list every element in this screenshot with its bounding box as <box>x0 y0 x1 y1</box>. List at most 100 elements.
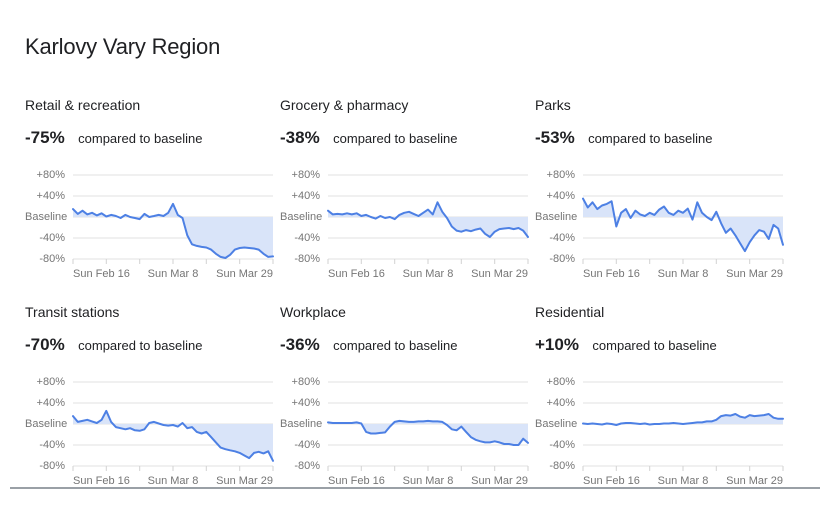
area-line-chart <box>72 381 274 471</box>
headline-caption: compared to baseline <box>78 131 203 146</box>
x-tick-label: Sun Feb 16 <box>328 475 385 487</box>
headline-caption: compared to baseline <box>333 131 458 146</box>
y-axis-labels: +80% +40% Baseline -40% -80% <box>280 169 322 265</box>
headline: +10% compared to baseline <box>535 335 783 356</box>
area-line-chart <box>582 174 784 264</box>
y-tick-label: +40% <box>36 190 65 202</box>
headline: -75% compared to baseline <box>25 128 273 149</box>
area-line-chart <box>327 174 529 264</box>
y-tick-label: +80% <box>291 376 320 388</box>
chart-card-parks: Parks -53% compared to baseline +80% +40… <box>535 96 784 281</box>
y-tick-label: +80% <box>546 376 575 388</box>
y-axis-labels: +80% +40% Baseline -40% -80% <box>535 169 577 265</box>
plot-area <box>72 169 274 265</box>
y-tick-label: +40% <box>291 190 320 202</box>
y-tick-label: -40% <box>549 232 575 244</box>
y-tick-label: Baseline <box>280 418 323 430</box>
y-tick-label: Baseline <box>535 418 578 430</box>
mobility-chart: +80% +40% Baseline -40% -80% Sun Feb 16 … <box>535 169 784 281</box>
headline: -36% compared to baseline <box>280 335 528 356</box>
report-page: Karlovy Vary Region Retail & recreation … <box>25 34 804 488</box>
x-tick-label: Sun Mar 29 <box>726 475 783 487</box>
category-title: Transit stations <box>25 304 120 320</box>
y-tick-label: +40% <box>36 397 65 409</box>
headline-caption: compared to baseline <box>588 131 713 146</box>
y-tick-label: Baseline <box>25 211 68 223</box>
x-axis-labels: Sun Feb 16 Sun Mar 8 Sun Mar 29 <box>328 475 528 488</box>
x-tick-label: Sun Feb 16 <box>73 475 130 487</box>
y-tick-label: +80% <box>291 169 320 181</box>
headline-caption: compared to baseline <box>333 338 458 353</box>
y-tick-label: Baseline <box>535 211 578 223</box>
x-tick-label: Sun Mar 8 <box>147 475 199 487</box>
mobility-chart: +80% +40% Baseline -40% -80% Sun Feb 16 … <box>25 169 274 281</box>
charts-grid: Retail & recreation -75% compared to bas… <box>25 96 804 488</box>
mobility-chart: +80% +40% Baseline -40% -80% Sun Feb 16 … <box>280 169 529 281</box>
chart-card-residential: Residential +10% compared to baseline +8… <box>535 303 784 488</box>
headline: -70% compared to baseline <box>25 335 273 356</box>
chart-card-grocery-pharmacy: Grocery & pharmacy -38% compared to base… <box>280 96 529 281</box>
y-tick-label: +80% <box>546 169 575 181</box>
x-tick-label: Sun Feb 16 <box>583 475 640 487</box>
area-line-chart <box>72 174 274 264</box>
x-axis-labels: Sun Feb 16 Sun Mar 8 Sun Mar 29 <box>73 268 273 281</box>
category-title: Parks <box>535 97 571 113</box>
x-tick-label: Sun Mar 8 <box>402 475 454 487</box>
y-axis-labels: +80% +40% Baseline -40% -80% <box>535 376 577 472</box>
category-title: Residential <box>535 304 605 320</box>
area-line-chart <box>582 381 784 471</box>
category-title: Workplace <box>280 304 346 320</box>
x-axis-labels: Sun Feb 16 Sun Mar 8 Sun Mar 29 <box>583 475 783 488</box>
x-tick-label: Sun Mar 29 <box>471 475 528 487</box>
bottom-divider <box>10 487 820 489</box>
x-tick-label: Sun Feb 16 <box>73 268 130 280</box>
y-tick-label: -80% <box>39 253 65 265</box>
y-axis-labels: +80% +40% Baseline -40% -80% <box>25 169 67 265</box>
percent-change: -75% <box>25 128 65 147</box>
x-axis-labels: Sun Feb 16 Sun Mar 8 Sun Mar 29 <box>73 475 273 488</box>
x-tick-label: Sun Mar 8 <box>657 475 709 487</box>
area-line-chart <box>327 381 529 471</box>
page-title: Karlovy Vary Region <box>25 34 221 59</box>
y-tick-label: +80% <box>36 376 65 388</box>
percent-change: -36% <box>280 335 320 354</box>
y-tick-label: -40% <box>294 232 320 244</box>
mobility-chart: +80% +40% Baseline -40% -80% Sun Feb 16 … <box>25 376 274 488</box>
percent-change: -70% <box>25 335 65 354</box>
y-tick-label: Baseline <box>25 418 68 430</box>
headline-caption: compared to baseline <box>592 338 717 353</box>
y-tick-label: +40% <box>546 190 575 202</box>
plot-area <box>327 376 529 472</box>
x-tick-label: Sun Feb 16 <box>583 268 640 280</box>
x-tick-label: Sun Feb 16 <box>328 268 385 280</box>
y-tick-label: +40% <box>546 397 575 409</box>
y-tick-label: -80% <box>549 460 575 472</box>
x-axis-labels: Sun Feb 16 Sun Mar 8 Sun Mar 29 <box>583 268 783 281</box>
plot-area <box>72 376 274 472</box>
plot-area <box>582 169 784 265</box>
x-tick-label: Sun Mar 29 <box>216 268 273 280</box>
y-tick-label: -80% <box>39 460 65 472</box>
x-tick-label: Sun Mar 8 <box>657 268 709 280</box>
x-tick-label: Sun Mar 29 <box>216 475 273 487</box>
y-tick-label: -80% <box>294 253 320 265</box>
y-tick-label: -80% <box>294 460 320 472</box>
y-tick-label: -40% <box>549 439 575 451</box>
headline: -53% compared to baseline <box>535 128 783 149</box>
mobility-chart: +80% +40% Baseline -40% -80% Sun Feb 16 … <box>280 376 529 488</box>
headline-caption: compared to baseline <box>78 338 203 353</box>
x-tick-label: Sun Mar 29 <box>471 268 528 280</box>
y-axis-labels: +80% +40% Baseline -40% -80% <box>280 376 322 472</box>
y-tick-label: -40% <box>39 439 65 451</box>
y-tick-label: Baseline <box>280 211 323 223</box>
x-tick-label: Sun Mar 8 <box>402 268 454 280</box>
y-tick-label: -40% <box>39 232 65 244</box>
chart-card-workplace: Workplace -36% compared to baseline +80%… <box>280 303 529 488</box>
y-tick-label: -40% <box>294 439 320 451</box>
chart-card-retail-recreation: Retail & recreation -75% compared to bas… <box>25 96 274 281</box>
y-tick-label: +80% <box>36 169 65 181</box>
plot-area <box>327 169 529 265</box>
plot-area <box>582 376 784 472</box>
y-tick-label: -80% <box>549 253 575 265</box>
headline: -38% compared to baseline <box>280 128 528 149</box>
